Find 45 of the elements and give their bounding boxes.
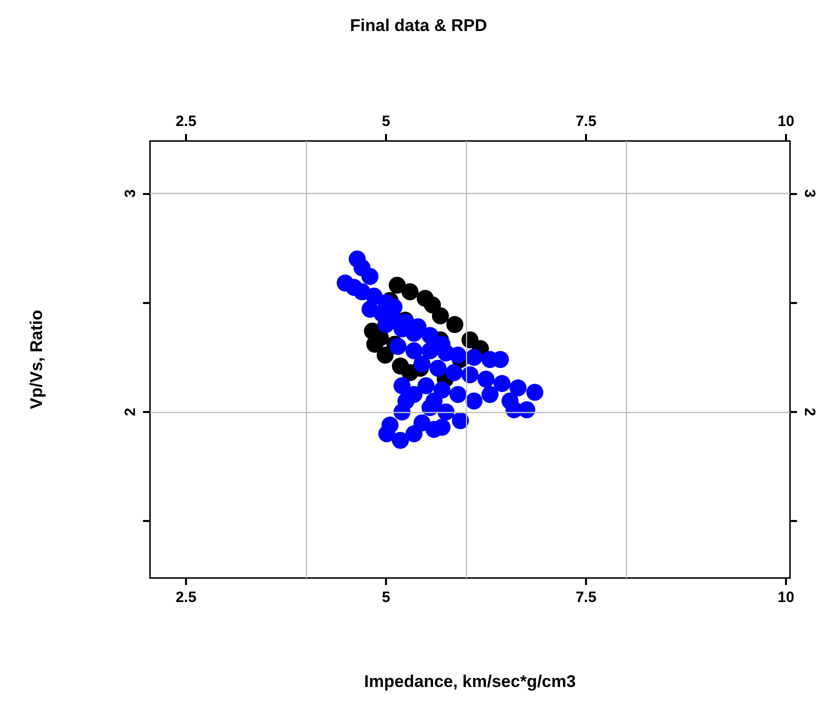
point (376, 346, 394, 364)
point (526, 384, 544, 401)
point (392, 432, 409, 449)
point (432, 307, 449, 324)
point (406, 425, 422, 442)
point (394, 377, 410, 394)
point (402, 283, 418, 300)
point (478, 370, 494, 388)
point (430, 360, 446, 377)
point (462, 366, 478, 384)
point (426, 392, 442, 410)
x2-tick-label: 5 (382, 113, 390, 130)
point (362, 268, 378, 285)
x-tick-label: 7.5 (576, 589, 596, 606)
point (466, 392, 482, 410)
point (450, 386, 466, 403)
point (452, 412, 469, 430)
x2-tick-label: 10 (778, 113, 794, 130)
point (482, 386, 498, 403)
point (414, 355, 430, 372)
point (390, 338, 406, 355)
x-tick-label: 2.5 (176, 589, 196, 606)
x2-tick-label: 2.5 (176, 113, 196, 130)
point (418, 377, 434, 394)
point (378, 425, 396, 442)
point (510, 379, 526, 396)
point (446, 316, 464, 334)
y2-tick-label: 3 (801, 189, 818, 198)
point (422, 342, 438, 360)
y-axis-title: Vp/Vs, Ratio (27, 310, 46, 410)
point (506, 401, 522, 418)
x2-tick-label: 7.5 (576, 113, 596, 130)
point (450, 346, 466, 364)
chart-title: Final data & RPD (350, 16, 487, 35)
point (446, 364, 462, 382)
point (388, 276, 406, 294)
x-tick-label: 5 (382, 589, 390, 606)
y2-tick-label: 2 (801, 408, 818, 416)
point (406, 342, 422, 360)
x-tick-label: 10 (778, 589, 794, 606)
point (494, 375, 510, 392)
point (422, 326, 438, 344)
point (398, 392, 414, 410)
point (466, 348, 482, 366)
x-axis-title: Impedance, km/sec*g/cm3 (364, 672, 576, 691)
